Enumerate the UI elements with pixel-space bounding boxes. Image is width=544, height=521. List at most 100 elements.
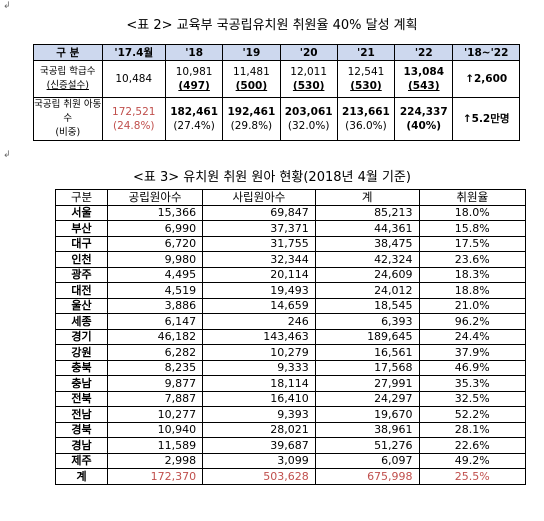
header-cell: '19 (222, 44, 281, 61)
private-count-cell: 37,371 (202, 220, 316, 237)
sum-cell: 24,297 (314, 390, 420, 407)
private-count-cell: 10,279 (202, 344, 316, 361)
cell-sub: (530) (350, 80, 382, 92)
table-row: 인천 9,980 32,344 42,324 23.6% (54, 251, 527, 268)
region-cell: 세종 (54, 313, 109, 330)
region-cell: 광주 (54, 266, 109, 283)
cell: 12,541 (530) (336, 60, 396, 98)
plan-header-row: 구 분 '17.4월 '18 '19 '20 '21 '22 '18~'22 (33, 44, 520, 61)
plan-row-classes: 국공립 학급수 (신증설수) 10,484 10,981 (497) 11,481… (33, 60, 520, 98)
cell: 10,484 (101, 60, 166, 98)
cell: 192,461 (29.8%) (222, 97, 281, 141)
public-count-cell: 10,940 (107, 421, 204, 438)
cell-sub: (497) (178, 80, 210, 92)
public-count-cell: 2,998 (107, 452, 204, 469)
cell: 11,481 (500) (222, 60, 281, 98)
cell: 224,337 (40%) (394, 97, 454, 141)
cell-value: 213,661 (342, 106, 390, 118)
cell-sub: (40%) (406, 120, 442, 132)
rate-cell: 24.4% (418, 328, 527, 345)
public-count-cell: 6,147 (107, 313, 204, 330)
private-count-cell: 14,659 (202, 297, 316, 314)
table-row: 경북 10,940 28,021 38,961 28.1% (54, 421, 527, 438)
private-count-cell: 28,021 (202, 421, 316, 438)
sum-cell: 6,393 (314, 313, 420, 330)
private-count-cell: 18,114 (202, 375, 316, 392)
rate-cell: 22.6% (418, 437, 527, 454)
table-row: 전남 10,277 9,393 19,670 52.2% (54, 406, 527, 423)
rate-cell: 46.9% (418, 359, 527, 376)
row-label: 국공립 학급수 (신증설수) (33, 60, 103, 98)
header-cell: 공립원아수 (107, 189, 204, 206)
region-cell: 강원 (54, 344, 109, 361)
sum-cell: 6,097 (314, 452, 420, 469)
sum-cell: 19,670 (314, 406, 420, 423)
row-label-line: 국공립 취원 아동수 (34, 99, 102, 124)
sum-cell: 38,961 (314, 421, 420, 438)
cell: 213,661 (36.0%) (336, 97, 396, 141)
header-cell: '18~'22 (452, 44, 520, 61)
cell-value: 11,481 (233, 66, 270, 78)
cell-sub: (543) (407, 80, 440, 92)
table-row: 강원 6,282 10,279 16,561 37.9% (54, 344, 527, 361)
table-row: 경기 46,182 143,463 189,645 24.4% (54, 328, 527, 345)
header-cell: 계 (314, 189, 420, 206)
header-cell: '18 (164, 44, 224, 61)
rate-cell: 18.0% (418, 204, 527, 221)
public-count-cell: 4,495 (107, 266, 204, 283)
rate-cell: 96.2% (418, 313, 527, 330)
table-row: 전북 7,887 16,410 24,297 32.5% (54, 390, 527, 407)
cell-value: 192,461 (227, 106, 276, 118)
public-count-cell: 7,887 (107, 390, 204, 407)
public-count-cell: 15,366 (107, 204, 204, 221)
enrollment-table: 구분 공립원아수 사립원아수 계 취원율 서울 15,366 69,847 85,21… (54, 189, 527, 485)
cell-value: 12,541 (347, 66, 385, 78)
row-label-line: (비중) (55, 127, 81, 138)
private-count-cell: 20,114 (202, 266, 316, 283)
private-count-cell: 31,755 (202, 235, 316, 252)
sum-cell: 24,012 (314, 282, 420, 299)
header-cell: 구분 (54, 189, 109, 206)
cell-value: 172,521 (112, 106, 156, 118)
public-count-cell: 6,990 (107, 220, 204, 237)
rate-cell: 23.6% (418, 251, 527, 268)
region-cell: 전북 (54, 390, 109, 407)
sum-cell: 17,568 (314, 359, 420, 376)
sum-cell: 675,998 (314, 468, 420, 485)
rate-cell: 18.8% (418, 282, 527, 299)
rate-cell: 32.5% (418, 390, 527, 407)
region-cell: 계 (54, 468, 109, 485)
table-row: 부산 6,990 37,371 44,361 15.8% (54, 220, 527, 237)
private-count-cell: 16,410 (202, 390, 316, 407)
rate-cell: 37.9% (418, 344, 527, 361)
table2-title: <표 3> 유치원 취원 원아 현황(2018년 4월 기준) (133, 170, 411, 185)
cell-value: 182,461 (170, 106, 219, 118)
cell-total: ↑5.2만명 (452, 97, 520, 141)
table-row: 충남 9,877 18,114 27,991 35.3% (54, 375, 527, 392)
private-count-cell: 143,463 (202, 328, 316, 345)
rate-cell: 52.2% (418, 406, 527, 423)
plan-row-children: 국공립 취원 아동수 (비중) 172,521 (24.8%) 182,461 (2… (33, 97, 520, 141)
sum-cell: 27,991 (314, 375, 420, 392)
region-cell: 부산 (54, 220, 109, 237)
public-count-cell: 10,277 (107, 406, 204, 423)
rate-cell: 28.1% (418, 421, 527, 438)
plan-table: 구 분 '17.4월 '18 '19 '20 '21 '22 '18~'22 국… (33, 44, 520, 141)
private-count-cell: 32,344 (202, 251, 316, 268)
private-count-cell: 503,628 (202, 468, 316, 485)
table-row: 충북 8,235 9,333 17,568 46.9% (54, 359, 527, 376)
header-cell: '20 (279, 44, 338, 61)
region-cell: 경기 (54, 328, 109, 345)
rate-cell: 35.3% (418, 375, 527, 392)
table1-title: <표 2> 교육부 국공립유치원 취원율 40% 달성 계획 (126, 18, 418, 33)
header-cell: 구 분 (33, 44, 103, 61)
enrollment-header-row: 구분 공립원아수 사립원아수 계 취원율 (54, 189, 527, 206)
private-count-cell: 3,099 (202, 452, 316, 469)
region-cell: 인천 (54, 251, 109, 268)
cell-value: 203,061 (284, 106, 333, 118)
cell-sub: (530) (292, 80, 325, 92)
public-count-cell: 172,370 (107, 468, 204, 485)
cell: 172,521 (24.8%) (101, 97, 166, 141)
header-cell: 취원율 (418, 189, 527, 206)
cell-value: 13,084 (403, 66, 445, 78)
